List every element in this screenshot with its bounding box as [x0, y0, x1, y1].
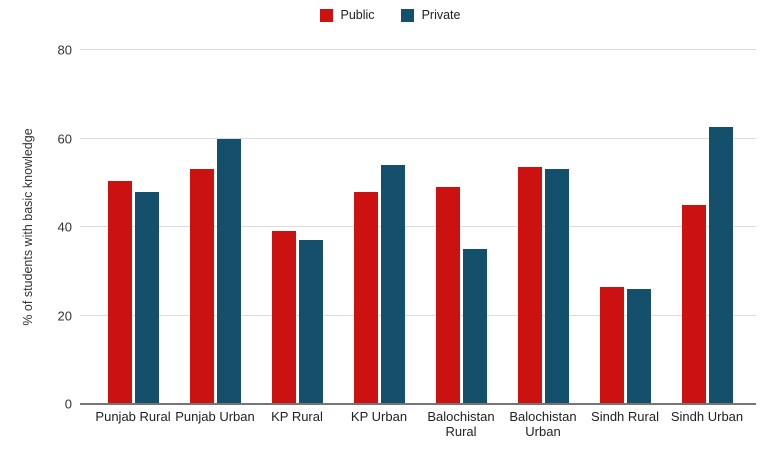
bar-group-5	[502, 50, 584, 404]
y-tick-60: 60	[57, 131, 72, 146]
gridline-40	[80, 226, 756, 227]
x-label-4: Balochistan Rural	[427, 409, 495, 439]
x-label-0: Punjab Rural	[95, 409, 171, 424]
y-tick-80: 80	[57, 42, 72, 58]
bar-public-3[interactable]	[353, 191, 378, 404]
x-label-6: Sindh Rural	[591, 409, 659, 424]
bar-private-6[interactable]	[626, 288, 651, 404]
x-label-7: Sindh Urban	[670, 409, 744, 424]
bar-group-2	[256, 50, 338, 404]
bar-private-1[interactable]	[216, 138, 241, 404]
y-tick-20: 20	[57, 308, 72, 323]
bar-private-2[interactable]	[298, 240, 323, 404]
x-axis-labels: Punjab Rural Punjab Urban KP Rural KP Urban…	[92, 409, 748, 439]
y-axis-ticks: 0 20 40 60 80	[0, 43, 72, 412]
legend-label-private: Private	[421, 8, 461, 22]
bar-group-1	[174, 50, 256, 404]
bar-public-0[interactable]	[107, 180, 132, 404]
x-label-1: Punjab Urban	[175, 409, 255, 424]
bar-public-6[interactable]	[599, 286, 624, 404]
bar-private-5[interactable]	[544, 169, 569, 404]
bars-row	[92, 50, 748, 404]
bar-private-3[interactable]	[380, 165, 405, 404]
x-label-2: KP Rural	[271, 409, 323, 424]
bar-private-4[interactable]	[462, 249, 487, 404]
bar-public-7[interactable]	[681, 204, 706, 404]
bar-group-4	[420, 50, 502, 404]
bar-group-6	[584, 50, 666, 404]
bar-private-7[interactable]	[708, 127, 733, 404]
legend-item-private[interactable]: Private	[400, 8, 461, 22]
bar-public-5[interactable]	[517, 167, 542, 404]
plot-area	[80, 49, 756, 405]
legend-swatch-public	[319, 8, 333, 22]
gridline-80	[80, 49, 756, 50]
bar-group-3	[338, 50, 420, 404]
legend: Public Private	[0, 8, 780, 22]
bar-public-1[interactable]	[189, 169, 214, 404]
x-axis-line	[80, 403, 756, 405]
bar-private-0[interactable]	[134, 191, 159, 404]
x-label-5: Balochistan Urban	[509, 409, 577, 439]
bar-public-4[interactable]	[435, 187, 460, 404]
y-tick-40: 40	[57, 219, 72, 235]
y-tick-0: 0	[64, 396, 72, 412]
gridline-60	[80, 137, 756, 139]
legend-swatch-private	[400, 8, 414, 22]
legend-item-public[interactable]: Public	[319, 8, 375, 22]
legend-label-public: Public	[340, 8, 375, 22]
bar-group-7	[666, 50, 748, 404]
bar-group-0	[92, 50, 174, 404]
gridline-20	[80, 314, 756, 316]
x-label-3: KP Urban	[350, 409, 408, 424]
bar-public-2[interactable]	[271, 231, 296, 404]
